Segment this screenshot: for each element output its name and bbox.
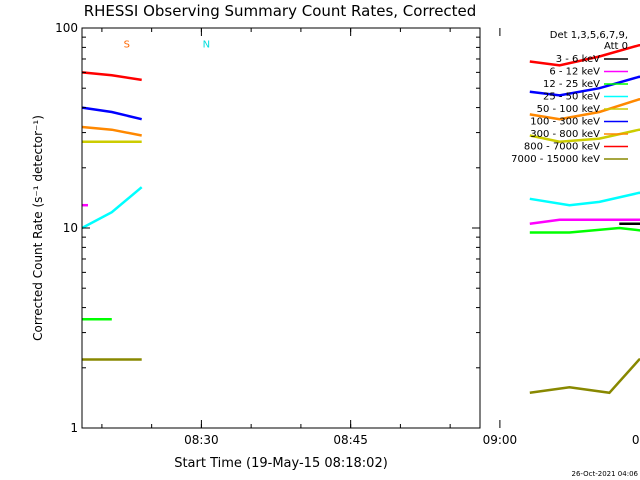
plot-area: SNF bbox=[81, 39, 640, 395]
legend-label-1: 6 - 12 keV bbox=[549, 67, 600, 78]
series-line-1-1 bbox=[529, 218, 640, 226]
series-line-5-1 bbox=[529, 75, 640, 97]
x-tick-label-1: 08:45 bbox=[333, 433, 368, 447]
series-line-3-0 bbox=[81, 186, 143, 230]
series-line-6-1 bbox=[529, 98, 640, 121]
series-line-5-0 bbox=[81, 106, 142, 121]
legend-label-2: 12 - 25 keV bbox=[543, 79, 600, 90]
x-tick-label-3: 09:15 bbox=[632, 433, 640, 447]
footer-timestamp: 26-Oct-2021 04:06 bbox=[572, 470, 639, 478]
legend-label-5: 100 - 300 keV bbox=[530, 117, 600, 128]
series-line-3-1 bbox=[529, 191, 640, 207]
legend-header-0: Det 1,3,5,6,7,9, bbox=[550, 30, 628, 41]
y-axis-label: Corrected Count Rate (s⁻¹ detector⁻¹) bbox=[31, 115, 45, 341]
legend: Det 1,3,5,6,7,9,Att 0 3 - 6 keV 6 - 12 keV… bbox=[511, 30, 628, 165]
legend-header-1: Att 0 bbox=[604, 41, 628, 52]
flag-label-n: N bbox=[203, 39, 210, 50]
legend-label-4: 50 - 100 keV bbox=[537, 104, 601, 115]
x-tick-label-0: 08:30 bbox=[184, 433, 219, 447]
legend-label-6: 300 - 800 keV bbox=[530, 129, 600, 140]
legend-label-7: 800 - 7000 keV bbox=[524, 142, 600, 153]
series-line-7-1 bbox=[529, 43, 640, 67]
series-line-4-1 bbox=[529, 128, 640, 143]
legend-label-8: 7000 - 15000 keV bbox=[511, 154, 600, 165]
chart-title: RHESSI Observing Summary Count Rates, Co… bbox=[84, 2, 477, 20]
series-line-7-0 bbox=[81, 71, 142, 82]
y-tick-label-0: 1 bbox=[70, 421, 78, 435]
legend-label-0: 3 - 6 keV bbox=[556, 54, 600, 65]
plot-frame bbox=[81, 27, 481, 429]
x-axis-label: Start Time (19-May-15 08:18:02) bbox=[174, 456, 388, 471]
series-line-2-1 bbox=[529, 226, 640, 234]
series-line-6-0 bbox=[81, 125, 142, 137]
flag-label-s: S bbox=[124, 39, 130, 50]
y-tick-label-2: 100 bbox=[55, 21, 78, 35]
y-tick-label-1: 10 bbox=[63, 221, 78, 235]
x-tick-label-2: 09:00 bbox=[483, 433, 518, 447]
legend-label-3: 25 - 50 keV bbox=[543, 92, 600, 103]
series-line-8-1 bbox=[529, 358, 640, 395]
